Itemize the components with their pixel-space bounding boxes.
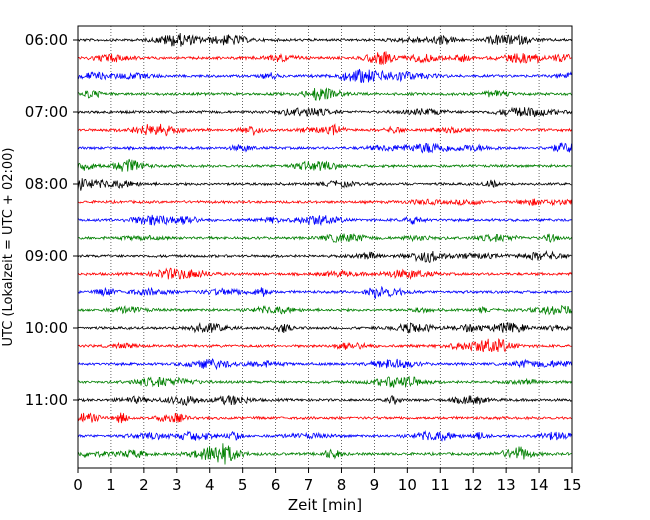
x-tick-label: 1 bbox=[106, 476, 116, 494]
seismic-traces bbox=[77, 33, 572, 465]
seismic-trace bbox=[77, 233, 572, 243]
y-axis-label: UTC (Lokalzeit = UTC + 02:00) bbox=[1, 148, 16, 347]
x-tick-label: 6 bbox=[271, 476, 281, 494]
seismic-trace bbox=[77, 412, 572, 424]
seismic-trace bbox=[77, 249, 572, 263]
x-tick-label: 8 bbox=[337, 476, 347, 494]
seismic-trace bbox=[77, 33, 572, 47]
seismic-trace bbox=[77, 267, 572, 280]
seismic-trace bbox=[77, 443, 572, 465]
seismic-trace bbox=[77, 178, 572, 191]
x-tick-label: 12 bbox=[464, 476, 483, 494]
seismic-trace bbox=[77, 430, 572, 442]
seismic-trace bbox=[77, 68, 572, 84]
seismic-trace bbox=[77, 198, 572, 207]
seismic-trace bbox=[77, 375, 572, 388]
x-tick-label: 4 bbox=[205, 476, 215, 494]
x-axis-ticks: 0 1 2 3 4 5 6 7 8 9 10 11 12 13 14 15 bbox=[73, 468, 582, 494]
seismic-trace bbox=[77, 358, 572, 371]
vertical-grid bbox=[110, 26, 540, 468]
x-tick-label: 11 bbox=[431, 476, 450, 494]
x-tick-label: 5 bbox=[238, 476, 248, 494]
seismic-trace bbox=[77, 322, 572, 334]
seismic-trace bbox=[77, 106, 572, 118]
x-tick-label: 7 bbox=[304, 476, 314, 494]
x-tick-label: 14 bbox=[530, 476, 549, 494]
seismic-trace bbox=[77, 142, 572, 154]
x-tick-label: 2 bbox=[139, 476, 149, 494]
seismic-trace bbox=[77, 338, 572, 353]
y-tick-label: 08:00 bbox=[25, 175, 68, 193]
seismic-trace bbox=[77, 394, 572, 406]
seismic-trace bbox=[77, 87, 572, 102]
x-tick-label: 15 bbox=[562, 476, 581, 494]
seismic-trace bbox=[77, 285, 572, 299]
x-tick-label: 10 bbox=[398, 476, 417, 494]
x-tick-label: 9 bbox=[370, 476, 380, 494]
seismic-trace bbox=[77, 123, 572, 137]
seismic-trace bbox=[77, 158, 572, 172]
y-tick-label: 10:00 bbox=[25, 319, 68, 337]
plot-frame bbox=[77, 25, 573, 469]
y-tick-label: 09:00 bbox=[25, 247, 68, 265]
x-tick-label: 13 bbox=[497, 476, 516, 494]
x-axis-label: Zeit [min] bbox=[288, 496, 362, 514]
seismic-trace bbox=[77, 304, 572, 316]
seismic-trace bbox=[77, 51, 572, 66]
x-tick-label: 3 bbox=[172, 476, 182, 494]
y-axis-ticks: 06:00 07:00 08:00 09:00 10:00 11:00 bbox=[25, 31, 78, 409]
y-tick-label: 07:00 bbox=[25, 103, 68, 121]
seismic-trace bbox=[77, 214, 572, 227]
x-tick-label: 0 bbox=[73, 476, 83, 494]
y-tick-label: 06:00 bbox=[25, 31, 68, 49]
y-tick-label: 11:00 bbox=[25, 391, 68, 409]
